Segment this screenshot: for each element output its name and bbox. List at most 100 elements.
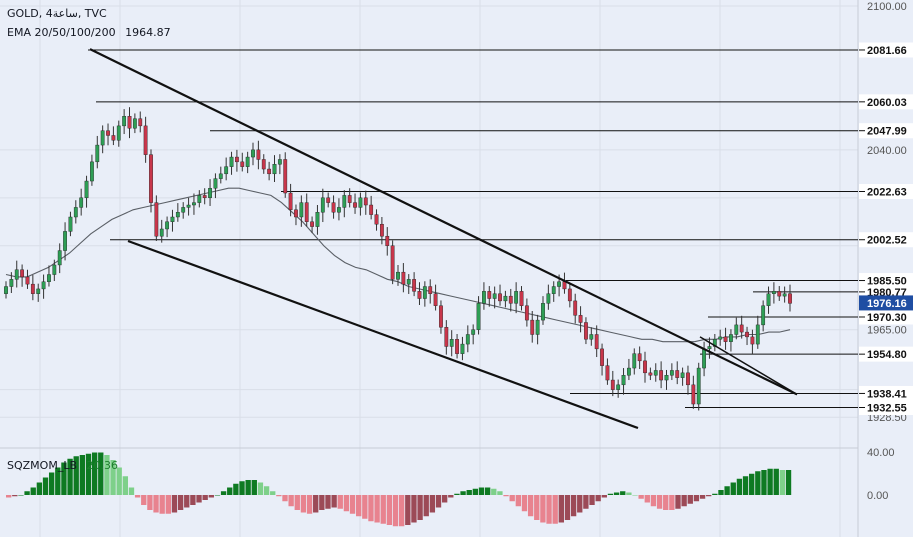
svg-text:1954.80: 1954.80 xyxy=(867,349,907,361)
osc-bar xyxy=(42,477,49,495)
candle-body xyxy=(111,135,116,141)
osc-bar xyxy=(67,458,73,495)
svg-text:1970.30: 1970.30 xyxy=(867,312,907,324)
candle-body xyxy=(482,291,486,304)
candle-body xyxy=(686,372,690,386)
candle-body xyxy=(578,315,583,323)
osc-bar xyxy=(620,491,626,495)
candle-body xyxy=(132,118,137,129)
candle-body xyxy=(245,156,250,167)
osc-bar xyxy=(730,482,736,495)
candle-body xyxy=(777,291,782,297)
candle-body xyxy=(337,207,341,213)
candle-body xyxy=(610,379,615,390)
osc-bar xyxy=(276,495,282,497)
osc-bar xyxy=(441,495,448,503)
candle-body xyxy=(530,319,535,335)
osc-bar xyxy=(73,456,79,495)
osc-bar xyxy=(104,455,110,495)
candle-body xyxy=(267,168,272,175)
osc-bar xyxy=(313,495,319,513)
osc-bar xyxy=(18,495,24,496)
candle-body xyxy=(379,223,384,237)
osc-bar xyxy=(202,495,208,500)
candle-body xyxy=(648,372,653,376)
level-label: 1970.30 xyxy=(859,309,913,325)
osc-bar xyxy=(134,495,141,498)
candle-body xyxy=(455,339,459,354)
candle-body xyxy=(358,197,363,208)
candle-body xyxy=(36,288,41,294)
osc-bar xyxy=(6,495,12,498)
osc-bar xyxy=(484,487,491,495)
candle-body xyxy=(353,202,357,208)
candle-body xyxy=(412,279,417,292)
osc-bar xyxy=(527,495,534,517)
osc-bar xyxy=(122,476,129,495)
axis-tick-1: 2040.00 xyxy=(867,145,907,157)
osc-bar xyxy=(601,495,607,498)
candle-body xyxy=(41,281,46,290)
candle-body xyxy=(331,202,336,213)
candle-body xyxy=(428,286,433,294)
candle-body xyxy=(202,195,207,199)
candle-body xyxy=(294,209,298,218)
candle-body xyxy=(669,370,674,376)
candle-body xyxy=(127,116,132,129)
candle-body xyxy=(535,319,540,335)
candle-body xyxy=(782,293,787,297)
osc-bar xyxy=(325,495,331,509)
osc-bar xyxy=(429,495,436,513)
candle-body xyxy=(562,281,567,290)
osc-bar xyxy=(423,495,429,517)
candle-body xyxy=(771,291,776,294)
candle-body xyxy=(514,291,519,304)
candle-body xyxy=(546,293,551,304)
osc-bar xyxy=(337,495,343,509)
candle-body xyxy=(30,283,35,294)
candle-body xyxy=(417,291,422,299)
candle-body xyxy=(627,367,631,376)
osc-bar xyxy=(632,495,638,496)
axis-tick-3: 1928.50 xyxy=(867,412,907,424)
osc-bar xyxy=(552,495,558,524)
candle-body xyxy=(573,300,578,316)
osc-bar xyxy=(128,487,135,495)
level-label: 2022.63 xyxy=(859,184,913,200)
osc-bar xyxy=(251,480,257,495)
osc-bar xyxy=(761,470,767,495)
candle-body xyxy=(342,195,347,208)
candle-body xyxy=(584,322,588,340)
candle-body xyxy=(299,202,304,218)
candle-body xyxy=(621,375,626,386)
osc-bar xyxy=(380,495,386,524)
current-price-label: 1976.16 xyxy=(859,295,913,311)
candle-body xyxy=(702,348,706,369)
candle-body xyxy=(175,212,180,218)
candle-body xyxy=(116,125,121,141)
candle-body xyxy=(503,295,508,302)
trendline-1 xyxy=(127,239,639,430)
candle-body xyxy=(369,204,374,215)
osc-bar xyxy=(300,495,307,513)
osc-bar xyxy=(663,495,669,510)
candle-body xyxy=(320,197,325,213)
candle-body xyxy=(240,161,245,167)
osc-bar xyxy=(472,488,479,495)
osc-bar xyxy=(613,492,620,495)
osc-bar xyxy=(91,452,98,495)
osc-bar xyxy=(749,473,755,495)
candle-body xyxy=(696,367,701,405)
candle-body xyxy=(304,202,309,222)
osc-bar xyxy=(595,495,601,502)
osc-bar xyxy=(699,495,706,499)
candle-body xyxy=(508,295,513,304)
osc-bar xyxy=(362,495,368,519)
candle-body xyxy=(192,202,196,206)
candle-body xyxy=(492,293,497,299)
candle-body xyxy=(729,334,733,342)
candle-body xyxy=(396,271,400,280)
osc-bar xyxy=(417,495,423,520)
candle-body xyxy=(401,271,406,285)
